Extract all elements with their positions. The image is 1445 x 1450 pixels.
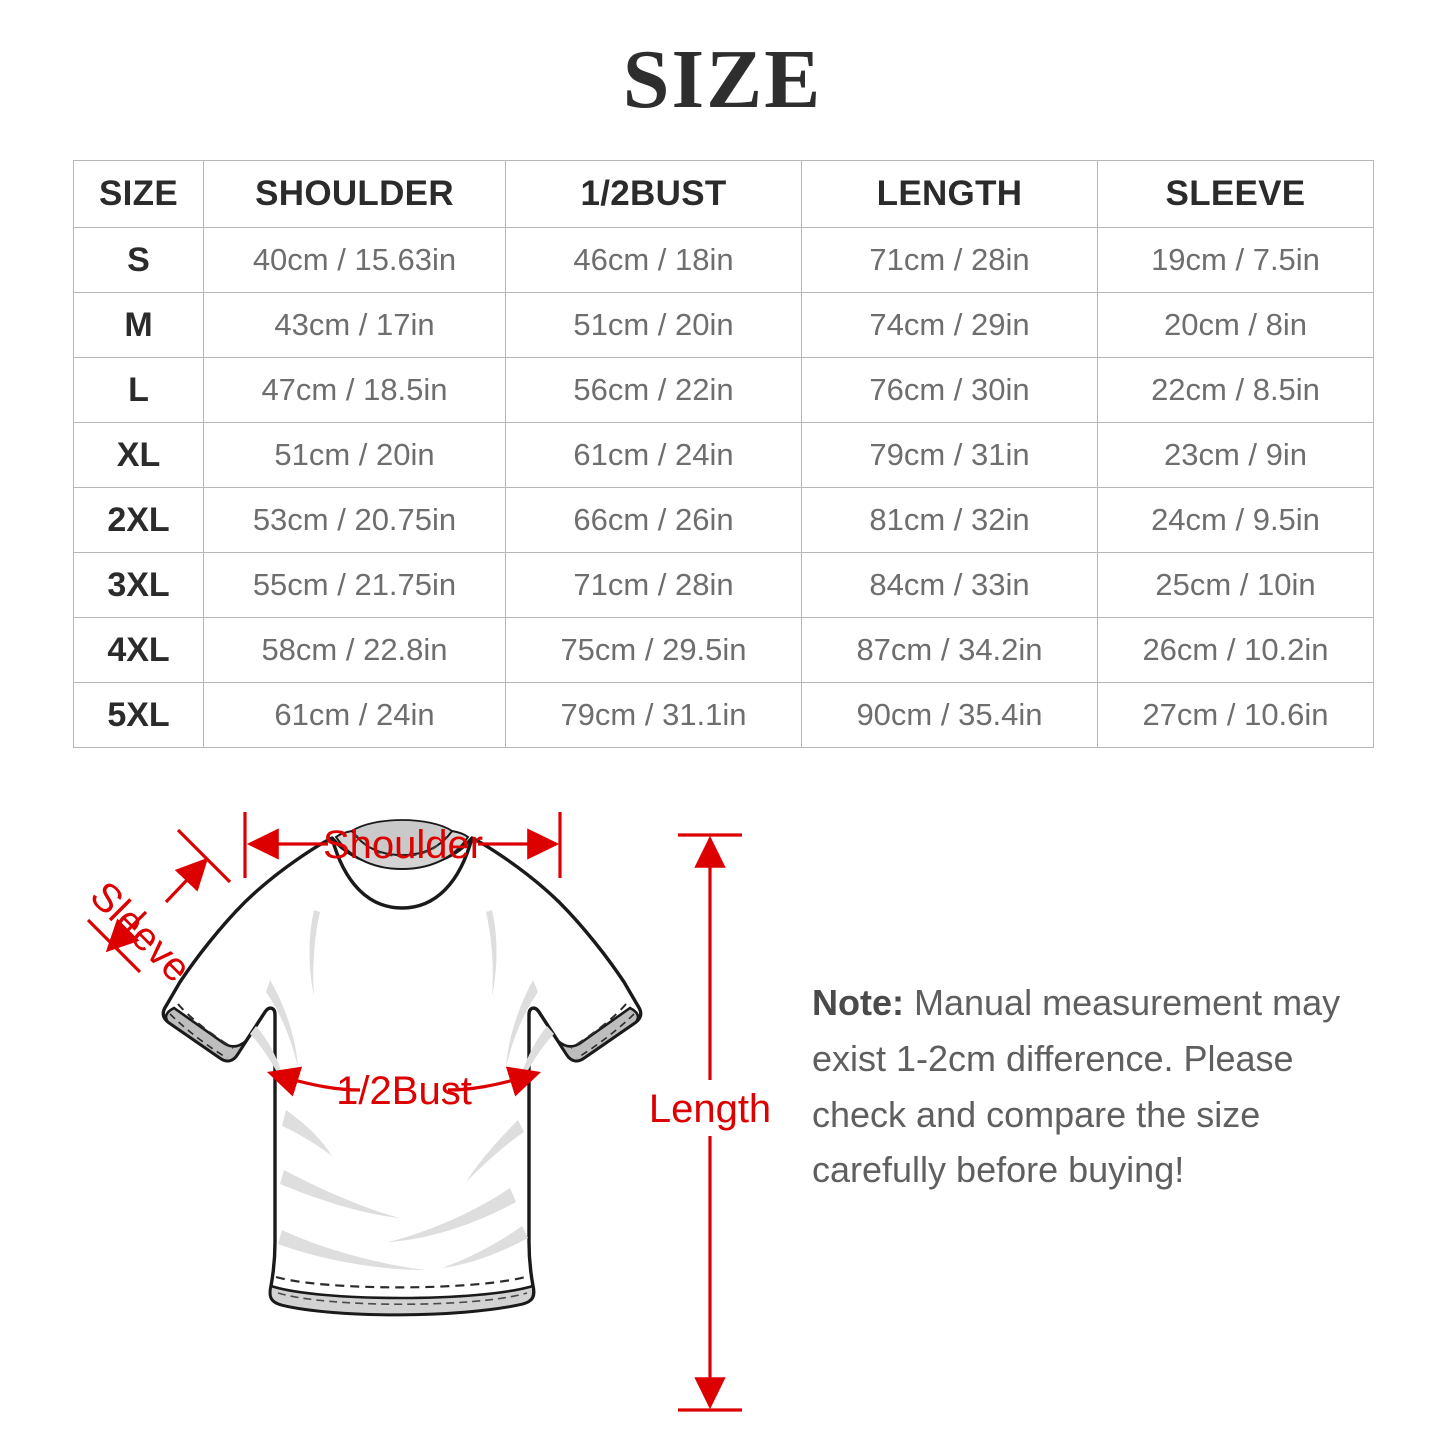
- hem-stitch-2: [277, 1292, 528, 1306]
- cell-size: XL: [73, 422, 204, 488]
- cell-shoulder: 55cm / 21.75in: [203, 552, 506, 618]
- cell-length: 90cm / 35.4in: [801, 682, 1098, 748]
- bust-arrow-right: [447, 1066, 542, 1097]
- cell-bust: 46cm / 18in: [505, 227, 802, 293]
- shoulder-measure: Shoulder: [243, 812, 562, 878]
- cell-sleeve: 26cm / 10.2in: [1097, 617, 1374, 683]
- right-cuff: [556, 1006, 640, 1063]
- table-header-row: SIZE SHOULDER 1/2BUST LENGTH SLEEVE: [73, 160, 1374, 228]
- table-row: 2XL 53cm / 20.75in 66cm / 26in 81cm / 32…: [73, 487, 1374, 553]
- cell-length: 71cm / 28in: [801, 227, 1098, 293]
- cell-shoulder: 51cm / 20in: [203, 422, 506, 488]
- page-title: SIZE: [622, 33, 823, 126]
- note-block: Note: Manual measurement may exist 1-2cm…: [812, 975, 1397, 1198]
- half-bust-label: 1/2Bust: [336, 1069, 472, 1113]
- shoulder-label: Shoulder: [323, 823, 483, 867]
- cell-size: S: [73, 227, 204, 293]
- cell-length: 87cm / 34.2in: [801, 617, 1098, 683]
- cell-shoulder: 58cm / 22.8in: [203, 617, 506, 683]
- table-row: XL 51cm / 20in 61cm / 24in 79cm / 31in 2…: [73, 422, 1374, 488]
- sleeve-arrow-down: [105, 910, 148, 953]
- cell-bust: 56cm / 22in: [505, 357, 802, 423]
- column-header-sleeve: SLEEVE: [1097, 160, 1374, 228]
- cell-bust: 79cm / 31.1in: [505, 682, 802, 748]
- tshirt-outline: [161, 819, 643, 1317]
- fabric-folds: [250, 910, 554, 1270]
- cell-sleeve: 27cm / 10.6in: [1097, 682, 1374, 748]
- cell-sleeve: 22cm / 8.5in: [1097, 357, 1374, 423]
- collar-back: [350, 819, 454, 856]
- cell-bust: 51cm / 20in: [505, 292, 802, 358]
- cell-shoulder: 40cm / 15.63in: [203, 227, 506, 293]
- cell-length: 84cm / 33in: [801, 552, 1098, 618]
- sleeve-upper-tick: [176, 828, 232, 884]
- cell-bust: 61cm / 24in: [505, 422, 802, 488]
- column-header-shoulder: SHOULDER: [203, 160, 506, 228]
- cell-size: 4XL: [73, 617, 204, 683]
- table-row: 4XL 58cm / 22.8in 75cm / 29.5in 87cm / 3…: [73, 617, 1374, 683]
- cell-sleeve: 20cm / 8in: [1097, 292, 1374, 358]
- table-row: 5XL 61cm / 24in 79cm / 31.1in 90cm / 35.…: [73, 682, 1374, 748]
- half-bust-measure: 1/2Bust: [266, 1066, 542, 1113]
- bust-arrow-left: [266, 1066, 361, 1097]
- table-row: S 40cm / 15.63in 46cm / 18in 71cm / 28in…: [73, 227, 1374, 293]
- left-cuff: [164, 1006, 248, 1063]
- cell-length: 74cm / 29in: [801, 292, 1098, 358]
- cell-bust: 71cm / 28in: [505, 552, 802, 618]
- cell-bust: 66cm / 26in: [505, 487, 802, 553]
- cell-sleeve: 23cm / 9in: [1097, 422, 1374, 488]
- cell-shoulder: 47cm / 18.5in: [203, 357, 506, 423]
- cell-shoulder: 43cm / 17in: [203, 292, 506, 358]
- cell-size: L: [73, 357, 204, 423]
- cell-length: 81cm / 32in: [801, 487, 1098, 553]
- neckline-outer: [330, 837, 474, 910]
- left-cuff-stitch: [177, 1003, 234, 1049]
- cell-bust: 75cm / 29.5in: [505, 617, 802, 683]
- note-text: Manual measurement may exist 1-2cm diffe…: [812, 982, 1341, 1191]
- cell-sleeve: 25cm / 10in: [1097, 552, 1374, 618]
- column-header-length: LENGTH: [801, 160, 1098, 228]
- right-cuff-stitch-2: [576, 1013, 635, 1059]
- collar-stitch: [355, 834, 449, 858]
- sleeve-arrow-up: [164, 857, 209, 904]
- cell-size: 3XL: [73, 552, 204, 618]
- hem-opening: [268, 1284, 535, 1316]
- column-header-bust: 1/2BUST: [505, 160, 802, 228]
- length-measure: Length: [649, 833, 771, 1412]
- table-row: L 47cm / 18.5in 56cm / 22in 76cm / 30in …: [73, 357, 1374, 423]
- table-row: M 43cm / 17in 51cm / 20in 74cm / 29in 20…: [73, 292, 1374, 358]
- hem-stitch: [275, 1274, 530, 1289]
- column-header-size: SIZE: [73, 160, 204, 228]
- cell-sleeve: 19cm / 7.5in: [1097, 227, 1374, 293]
- cell-sleeve: 24cm / 9.5in: [1097, 487, 1374, 553]
- tshirt-diagram: Shoulder Sleeve 1/2Bust Length: [82, 812, 771, 1412]
- right-cuff-stitch: [570, 1003, 627, 1049]
- cell-length: 76cm / 30in: [801, 357, 1098, 423]
- note-label: Note:: [812, 982, 904, 1023]
- left-cuff-stitch-2: [169, 1013, 228, 1059]
- cell-length: 79cm / 31in: [801, 422, 1098, 488]
- cell-size: M: [73, 292, 204, 358]
- table-row: 3XL 55cm / 21.75in 71cm / 28in 84cm / 33…: [73, 552, 1374, 618]
- cell-shoulder: 53cm / 20.75in: [203, 487, 506, 553]
- measurement-illustration: Shoulder Sleeve 1/2Bust Length: [0, 770, 1445, 1445]
- cell-size: 5XL: [73, 682, 204, 748]
- length-label: Length: [649, 1087, 771, 1131]
- cell-size: 2XL: [73, 487, 204, 553]
- cell-shoulder: 61cm / 24in: [203, 682, 506, 748]
- size-chart-table: SIZE SHOULDER 1/2BUST LENGTH SLEEVE S 40…: [73, 160, 1374, 748]
